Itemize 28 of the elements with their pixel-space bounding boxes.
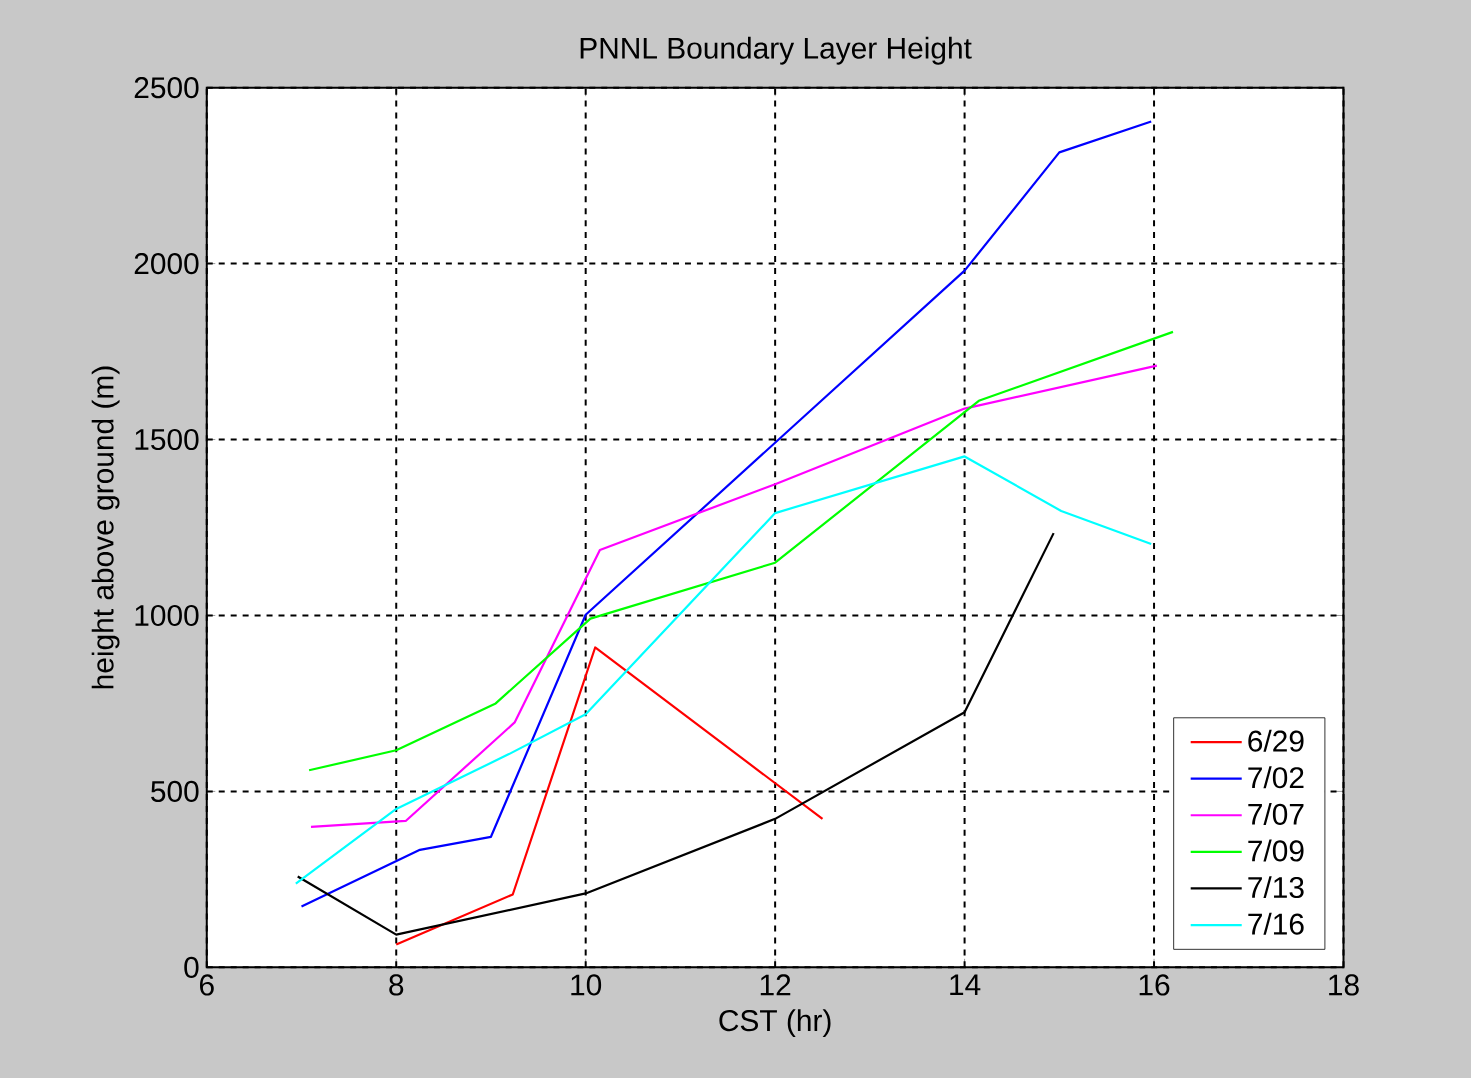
y-tick-label: 2500 <box>134 77 199 99</box>
x-tick-label: 14 <box>950 974 981 995</box>
y-tick-label: 2000 <box>134 253 199 275</box>
line-series <box>296 532 1055 936</box>
x-tick-label: 10 <box>571 974 602 996</box>
legend-label: 7/07 <box>1248 802 1304 825</box>
y-tick-label: 1500 <box>135 428 199 451</box>
x-tick-label: 16 <box>1139 974 1170 996</box>
x-tick-label: 8 <box>389 974 404 996</box>
y-tick-label: 1000 <box>135 604 199 627</box>
legend-label: 7/13 <box>1248 876 1304 899</box>
line-series <box>294 455 1153 885</box>
chart-title: PNNL Boundary Layer Height <box>580 36 972 65</box>
legend-label: 7/16 <box>1248 912 1304 935</box>
line-series <box>300 120 1153 908</box>
x-axis-title: CST (hr) <box>719 1009 831 1038</box>
legend-label: 7/09 <box>1248 839 1304 862</box>
legend-label: 7/02 <box>1248 766 1304 789</box>
x-tick-label: 12 <box>760 974 791 996</box>
x-tick-label: 6 <box>200 974 214 996</box>
line-series <box>309 364 1158 829</box>
line-series <box>307 330 1175 772</box>
legend-label: 6/29 <box>1248 729 1304 752</box>
y-axis-title: height above ground (m) <box>91 366 120 689</box>
line-series <box>395 646 824 946</box>
x-tick-label: 18 <box>1329 974 1359 996</box>
y-tick-label: 500 <box>151 780 199 803</box>
y-tick-label: 0 <box>184 956 199 978</box>
